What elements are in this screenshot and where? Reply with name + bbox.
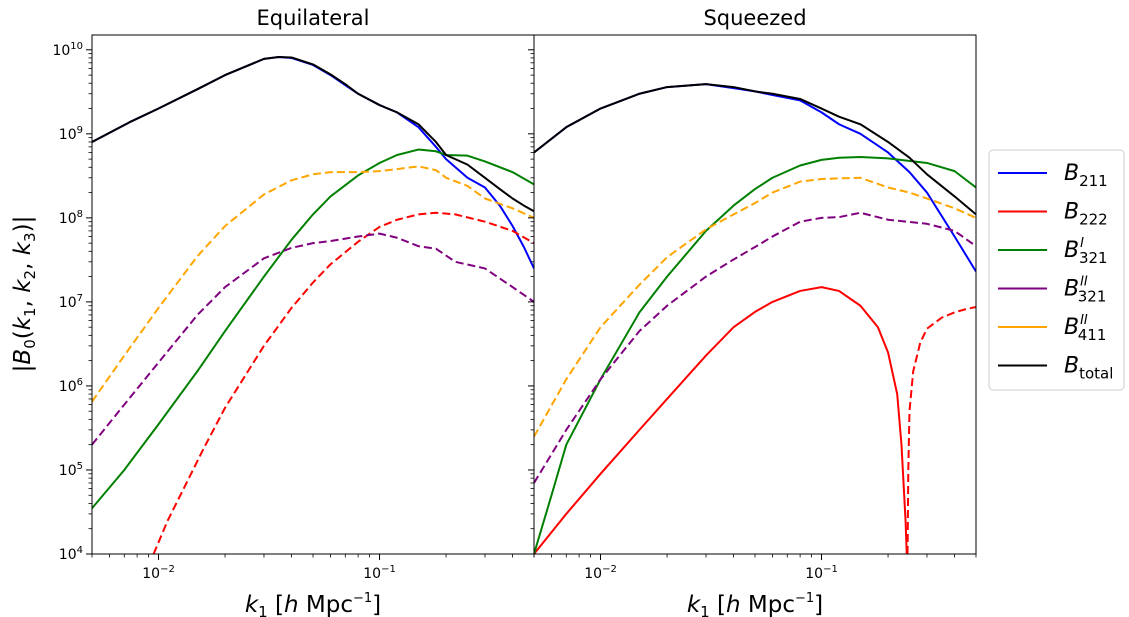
equilateral-axes-frame (91, 34, 535, 555)
equilateral-x-axis-label: k1 [h Mpc−1] (245, 591, 381, 617)
equilateral-series-bii-321-dashed-3 (92, 232, 534, 446)
equilateral-series-bii-411-dashed-4 (92, 165, 534, 403)
equilateral-curves (92, 56, 534, 554)
squeezed-panel: Squeezed 10−2 10−1 k1 [h Mpc−1] (528, 6, 977, 617)
x-tick-label: 10−1 (363, 564, 396, 582)
squeezed-series-b-222-dashed-2 (906, 306, 976, 554)
legend-label-222: B222 (1064, 200, 1108, 229)
legend-label-411-ii: BII 411 (1064, 313, 1106, 344)
legend-label-total: Btotal (1064, 354, 1113, 383)
legend-label-211: B211 (1064, 161, 1108, 190)
equilateral-series-b-222-dashed-1 (152, 211, 534, 554)
squeezed-x-axis-label: k1 [h Mpc−1] (687, 591, 823, 617)
equilateral-series-b-total-5 (92, 56, 534, 213)
y-tick-label: 109 (59, 125, 83, 143)
squeezed-series-b-total-6 (534, 83, 976, 216)
y-tick-label: 105 (59, 461, 83, 479)
squeezed-series-bii-321-dashed-4 (534, 211, 976, 484)
legend-box (988, 149, 1125, 391)
legend-label-321-i: BI 321 (1064, 236, 1108, 267)
y-tick-label: 104 (59, 545, 83, 563)
squeezed-x-ticks: 10−2 10−1 (528, 49, 977, 582)
x-tick-label: 10−1 (805, 564, 838, 582)
y-axis-label: |B0(k1, k2, k3)| (10, 216, 39, 373)
squeezed-curves (534, 83, 976, 554)
equilateral-title: Equilateral (257, 6, 370, 30)
y-tick-label: 1010 (52, 41, 83, 59)
legend-entries: B211 B222 BI 321 BII 321 BII 411 Btotal (998, 161, 1113, 383)
equilateral-series-bi-321-2 (92, 148, 534, 509)
y-tick-label: 107 (59, 293, 83, 311)
legend: B211 B222 BI 321 BII 321 BII 411 Btotal (988, 149, 1125, 391)
legend-label-321-ii: BII 321 (1064, 275, 1106, 306)
squeezed-series-bii-411-dashed-5 (534, 176, 976, 438)
y-tick-label: 108 (59, 209, 83, 227)
squeezed-title: Squeezed (703, 6, 806, 30)
squeezed-series-b-222-1 (534, 286, 908, 554)
y-tick-label: 106 (59, 377, 83, 395)
equilateral-x-ticks: 10−2 10−1 (91, 554, 535, 582)
squeezed-axes-frame (533, 34, 977, 555)
equilateral-series-b-211-0 (92, 56, 534, 269)
equilateral-panel: Equilateral 10−2 10−1 1041051061071081091… (52, 6, 535, 617)
squeezed-series-b-211-0 (534, 83, 976, 273)
x-tick-label: 10−2 (584, 564, 617, 582)
equilateral-y-ticks: 104 105 106 107 108 109 1010 (52, 41, 92, 563)
squeezed-series-bi-321-3 (534, 156, 976, 554)
x-tick-label: 10−2 (142, 564, 175, 582)
